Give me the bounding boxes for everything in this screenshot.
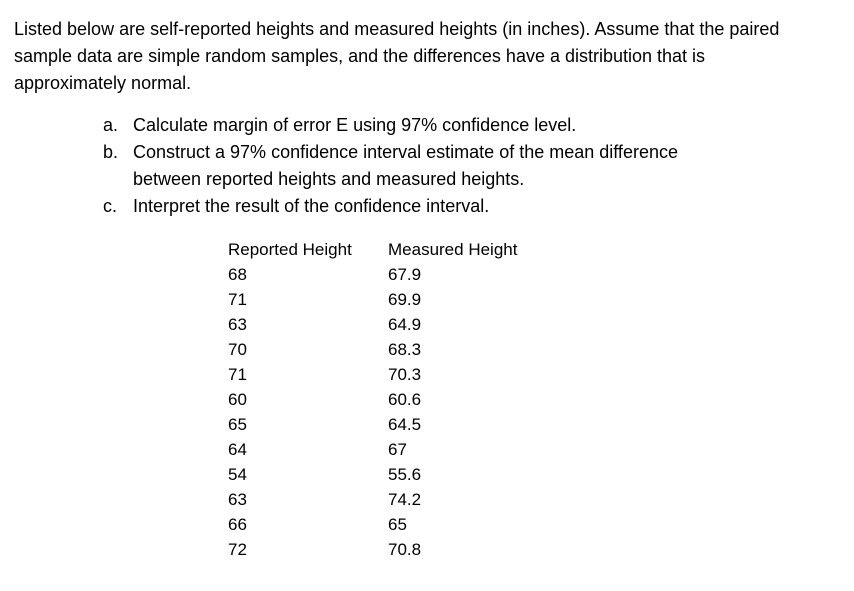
table-row: 65 64.5: [228, 412, 517, 437]
measured-height-cell: 68.3: [388, 340, 422, 359]
task-text-c: Interpret the result of the confidence i…: [133, 196, 490, 216]
table-row: 63 64.9: [228, 312, 517, 337]
column-header-measured: Measured Height: [388, 240, 518, 259]
task-item-b: b. Construct a 97% confidence interval e…: [103, 139, 854, 193]
table-row: 68 67.9: [228, 262, 517, 287]
reported-height-cell: 60: [228, 390, 247, 409]
table-row: 66 65: [228, 512, 517, 537]
measured-height-cell: 67.9: [388, 265, 422, 284]
table-row: 71 70.3: [228, 362, 517, 387]
reported-height-cell: 63: [228, 315, 247, 334]
task-label-a: a.: [103, 115, 119, 135]
reported-height-cell: 71: [228, 365, 247, 384]
column-header-reported: Reported Height: [228, 240, 352, 259]
measured-height-cell: 69.9: [388, 290, 422, 309]
problem-intro: Listed below are self-reported heights a…: [14, 19, 780, 93]
reported-height-cell: 72: [228, 540, 247, 559]
task-text-a: Calculate margin of error E using 97% co…: [133, 115, 577, 135]
task-label-b: b.: [103, 142, 119, 162]
measured-height-cell: 74.2: [388, 490, 422, 509]
task-text-b: Construct a 97% confidence interval esti…: [133, 142, 678, 189]
table-row: 64 67: [228, 437, 517, 462]
task-item-c: c. Interpret the result of the confidenc…: [103, 193, 854, 220]
table-row: 70 68.3: [228, 337, 517, 362]
table-row: 60 60.6: [228, 387, 517, 412]
measured-height-cell: 64.5: [388, 415, 422, 434]
table-row: 72 70.8: [228, 537, 517, 562]
reported-height-cell: 63: [228, 490, 247, 509]
measured-height-cell: 65: [388, 515, 407, 534]
task-item-a: a. Calculate margin of error E using 97%…: [103, 112, 854, 139]
reported-height-cell: 64: [228, 440, 247, 459]
table-row: 54 55.6: [228, 462, 517, 487]
task-label-c: c.: [103, 196, 118, 216]
measured-height-cell: 60.6: [388, 390, 422, 409]
table-row: 63 74.2: [228, 487, 517, 512]
measured-height-cell: 70.3: [388, 365, 422, 384]
table-row: 71 69.9: [228, 287, 517, 312]
heights-table: Reported Height Measured Height 68 67.9 …: [228, 237, 517, 562]
reported-height-cell: 54: [228, 465, 247, 484]
task-list: a. Calculate margin of error E using 97%…: [103, 112, 854, 220]
reported-height-cell: 66: [228, 515, 247, 534]
measured-height-cell: 67: [388, 440, 407, 459]
reported-height-cell: 65: [228, 415, 247, 434]
reported-height-cell: 70: [228, 340, 247, 359]
reported-height-cell: 68: [228, 265, 247, 284]
measured-height-cell: 64.9: [388, 315, 422, 334]
table-header-row: Reported Height Measured Height: [228, 237, 517, 262]
reported-height-cell: 71: [228, 290, 247, 309]
measured-height-cell: 70.8: [388, 540, 422, 559]
measured-height-cell: 55.6: [388, 465, 422, 484]
